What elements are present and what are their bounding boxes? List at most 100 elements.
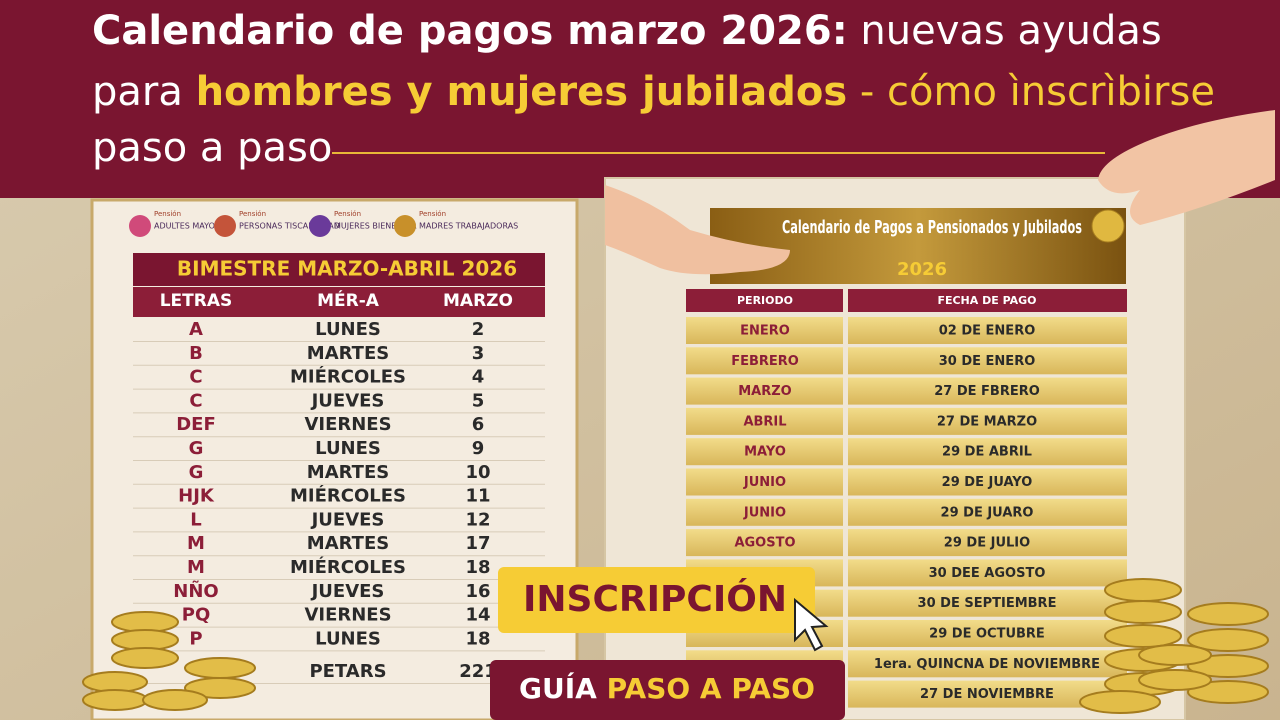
svg-text:para hombres y mujeres jubilad: para hombres y mujeres jubilados - cómo … — [92, 69, 1215, 115]
cell: M — [187, 533, 205, 554]
row-cell — [848, 529, 1127, 557]
payment-date: 02 DE ENERO — [939, 324, 1036, 339]
row-cell — [686, 468, 843, 496]
header-band — [0, 0, 1280, 198]
column-header: MARZO — [443, 291, 513, 311]
left-header-bar — [133, 287, 545, 317]
cell: MIÉRCOLES — [290, 366, 406, 388]
cell: 5 — [472, 390, 485, 411]
period: ABRIL — [743, 414, 786, 429]
logo-small: Pensión — [154, 210, 181, 218]
row-cell — [848, 468, 1127, 496]
payment-date: 29 DE ABRIL — [942, 445, 1032, 460]
payment-date: 30 DEE AGOSTO — [929, 566, 1046, 581]
guide-start[interactable]: GUÍA — [519, 671, 597, 705]
logo-small: Pensión — [334, 210, 361, 218]
panel-year: 2026 — [897, 259, 947, 280]
payment-date: 27 DE FBRERO — [934, 384, 1040, 399]
row-cell — [848, 620, 1127, 647]
logo-icon — [394, 215, 416, 237]
cell: LUNES — [315, 438, 381, 459]
cell: B — [189, 343, 203, 364]
row-cell — [686, 377, 843, 405]
logo-label: MADRES TRABAJADORAS — [419, 222, 518, 231]
logo-label: MUJERES BIENESTAR — [334, 222, 417, 231]
cell: 221 — [459, 661, 497, 682]
cell: 2 — [472, 319, 485, 340]
logo-small: Pensión — [239, 210, 266, 218]
column-header: PERIODO — [737, 294, 793, 307]
payment-date: 29 DE OCTUBRE — [929, 627, 1045, 642]
cell: 3 — [472, 343, 485, 364]
row-cell — [848, 589, 1127, 617]
column-header: FECHA DE PAGO — [937, 294, 1036, 307]
cell: 6 — [472, 414, 485, 435]
cell: 14 — [465, 605, 490, 626]
row-cell — [848, 559, 1127, 587]
payment-date: 27 DE NOVIEMBRE — [920, 687, 1054, 702]
title-highlight: - cómo ìnscrìbirse — [860, 69, 1215, 115]
guide-label[interactable]: GUÍA PASO A PASO — [519, 671, 815, 705]
logo-label: ADULTES MAYORES — [154, 222, 231, 231]
row-cell — [848, 347, 1127, 375]
row-cell — [848, 498, 1127, 526]
cell: 18 — [465, 557, 490, 578]
logo-icon — [129, 215, 151, 237]
guide-badge[interactable] — [490, 660, 845, 720]
left-title-bar — [133, 253, 545, 286]
logo-icon — [214, 215, 236, 237]
row-cell — [848, 407, 1127, 435]
hand — [1098, 110, 1275, 225]
cell: MIÉRCOLES — [290, 485, 406, 507]
inscription-badge[interactable] — [498, 567, 815, 633]
guide-end[interactable]: PASO A PASO — [607, 672, 815, 705]
row-cell — [686, 529, 843, 557]
logo-label: PERSONAS TISCANCIDAD — [239, 222, 340, 231]
title-text: paso a paso — [92, 125, 332, 171]
cell: 11 — [465, 486, 490, 507]
row-cell — [686, 438, 843, 466]
payment-date: 27 DE MARZO — [937, 414, 1037, 429]
inscription-label[interactable]: INSCRIPCIÓN — [523, 578, 787, 620]
cell: 10 — [465, 462, 490, 483]
period: JUNIO — [743, 475, 786, 490]
svg-text:Calendario de pagos marzo 2026: Calendario de pagos marzo 2026: nuevas a… — [92, 8, 1162, 54]
cell: VIERNES — [304, 605, 391, 626]
cell: 16 — [465, 581, 490, 602]
cell: HJK — [178, 486, 215, 507]
title-highlight: hombres y mujeres jubilados — [196, 69, 848, 115]
cell: 12 — [465, 509, 490, 530]
period: ENERO — [740, 324, 790, 339]
row-cell — [686, 407, 843, 435]
cell: JUEVES — [310, 581, 385, 602]
payment-date: 1era. QUINCNA DE NOVIEMBRE — [874, 657, 1100, 672]
cell: G — [189, 462, 204, 483]
cell: DEF — [176, 414, 216, 435]
table-title: BIMESTRE MARZO-ABRIL 2026 — [177, 257, 517, 281]
cell: MARTES — [307, 533, 389, 554]
cell: JUEVES — [310, 390, 385, 411]
payment-date: 29 DE JUARO — [941, 505, 1034, 520]
cell: LUNES — [315, 319, 381, 340]
payment-date: 29 DE JUAYO — [942, 475, 1033, 490]
period: AGOSTO — [734, 536, 795, 551]
cell: MARTES — [307, 462, 389, 483]
coin — [1091, 209, 1125, 243]
row-cell — [686, 498, 843, 526]
header-cell — [686, 289, 843, 312]
period: MAYO — [744, 445, 786, 460]
cursor — [794, 597, 829, 652]
period: FEBRERO — [731, 354, 799, 369]
cell: C — [189, 390, 202, 411]
payment-date: 30 DE SEPTIEMBRE — [918, 596, 1057, 611]
cell: G — [189, 438, 204, 459]
cell: L — [190, 509, 201, 530]
cell: 18 — [465, 628, 490, 649]
row-cell — [686, 317, 843, 344]
row-cell — [686, 347, 843, 375]
payment-date: 30 DE ENERO — [939, 354, 1036, 369]
period: JUNIO — [743, 505, 786, 520]
cell: P — [189, 628, 202, 649]
cell: VIERNES — [304, 414, 391, 435]
